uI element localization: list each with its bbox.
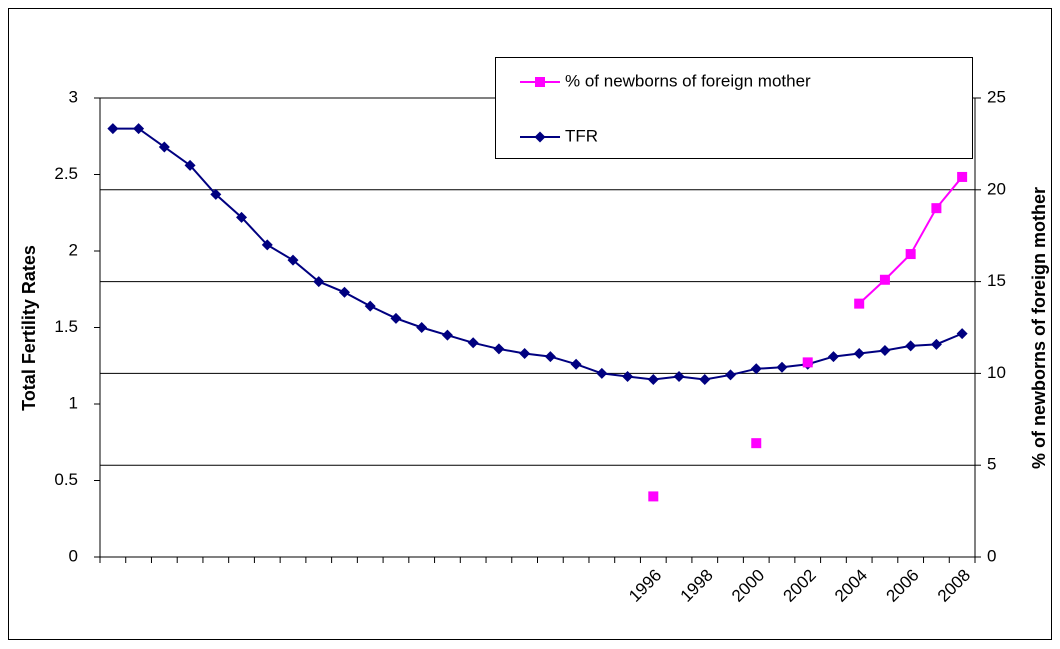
marker — [879, 344, 891, 356]
marker — [622, 370, 634, 382]
marker — [441, 329, 453, 341]
legend-marker — [535, 77, 545, 87]
marker — [648, 491, 659, 502]
marker — [570, 358, 582, 370]
y2-tick-label: 0 — [987, 546, 996, 565]
marker — [750, 363, 762, 375]
marker — [184, 159, 196, 171]
y2-axis-title: % of newborns of foreign mother — [1029, 187, 1049, 469]
marker — [776, 361, 788, 373]
marker — [467, 337, 479, 349]
marker — [905, 249, 916, 260]
marker — [261, 239, 273, 251]
marker — [931, 203, 942, 214]
marker — [519, 348, 531, 360]
marker — [905, 340, 917, 352]
marker — [416, 322, 428, 333]
marker — [338, 286, 350, 298]
marker — [493, 343, 505, 355]
y2-tick-label: 25 — [987, 87, 1006, 106]
marker — [158, 141, 170, 153]
marker — [879, 274, 890, 285]
y-tick-label: 2 — [69, 240, 78, 259]
y-tick-label: 1 — [69, 393, 78, 412]
y-tick-label: 3 — [69, 87, 78, 106]
legend: % of newborns of foreign mother TFR — [495, 57, 973, 159]
marker — [673, 370, 685, 382]
y-tick-label: 1.5 — [54, 317, 78, 336]
marker — [210, 188, 222, 200]
marker — [133, 123, 145, 135]
marker — [364, 300, 376, 312]
y2-tick-label: 20 — [987, 179, 1006, 198]
y2-tick-label: 10 — [987, 363, 1006, 382]
y2-tick-label: 5 — [987, 455, 996, 474]
series-line — [112, 127, 963, 381]
y2-tick-label: 15 — [987, 271, 1006, 290]
marker — [957, 171, 968, 182]
y-tick-label: 2.5 — [54, 164, 78, 183]
marker — [854, 298, 865, 309]
legend-box — [495, 57, 973, 159]
marker — [827, 351, 839, 363]
marker — [287, 254, 299, 266]
marker — [751, 438, 762, 449]
marker — [107, 123, 119, 135]
legend-label: % of newborns of foreign mother — [565, 71, 811, 90]
marker — [802, 357, 813, 368]
legend-label: TFR — [565, 126, 598, 145]
y-axis-title: Total Fertility Rates — [19, 245, 39, 411]
marker — [236, 211, 248, 223]
marker — [390, 312, 402, 324]
marker — [544, 351, 556, 363]
legend-marker — [534, 131, 546, 143]
marker — [930, 338, 942, 350]
marker — [596, 367, 608, 379]
marker — [313, 276, 325, 288]
marker — [699, 374, 711, 386]
marker — [853, 348, 865, 360]
marker — [956, 328, 968, 340]
y-tick-label: 0 — [69, 546, 78, 565]
marker — [647, 374, 659, 386]
marker — [725, 369, 737, 381]
y-tick-label: 0.5 — [54, 470, 78, 489]
